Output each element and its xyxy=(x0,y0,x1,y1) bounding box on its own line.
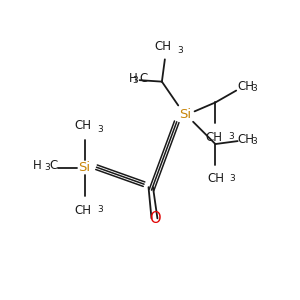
Text: 3: 3 xyxy=(230,174,235,183)
Text: H: H xyxy=(129,72,138,85)
Text: CH: CH xyxy=(75,119,92,132)
Text: CH: CH xyxy=(155,40,172,53)
Text: C: C xyxy=(49,159,58,172)
Text: C: C xyxy=(140,72,148,85)
Text: CH: CH xyxy=(207,172,224,185)
Text: 3: 3 xyxy=(44,163,50,172)
Text: 3: 3 xyxy=(252,136,257,146)
Text: 3: 3 xyxy=(97,125,103,134)
Text: Si: Si xyxy=(180,108,192,121)
Text: CH: CH xyxy=(75,203,92,217)
Text: 3: 3 xyxy=(252,84,257,93)
Text: O: O xyxy=(148,211,160,226)
Text: Si: Si xyxy=(79,161,91,174)
Text: 3: 3 xyxy=(132,76,138,85)
Text: H: H xyxy=(33,159,41,172)
Text: 3: 3 xyxy=(228,132,234,141)
Text: CH: CH xyxy=(238,133,255,146)
Text: CH: CH xyxy=(206,131,222,144)
Text: CH: CH xyxy=(238,80,255,93)
Text: 3: 3 xyxy=(97,205,103,214)
Text: 3: 3 xyxy=(177,46,183,55)
